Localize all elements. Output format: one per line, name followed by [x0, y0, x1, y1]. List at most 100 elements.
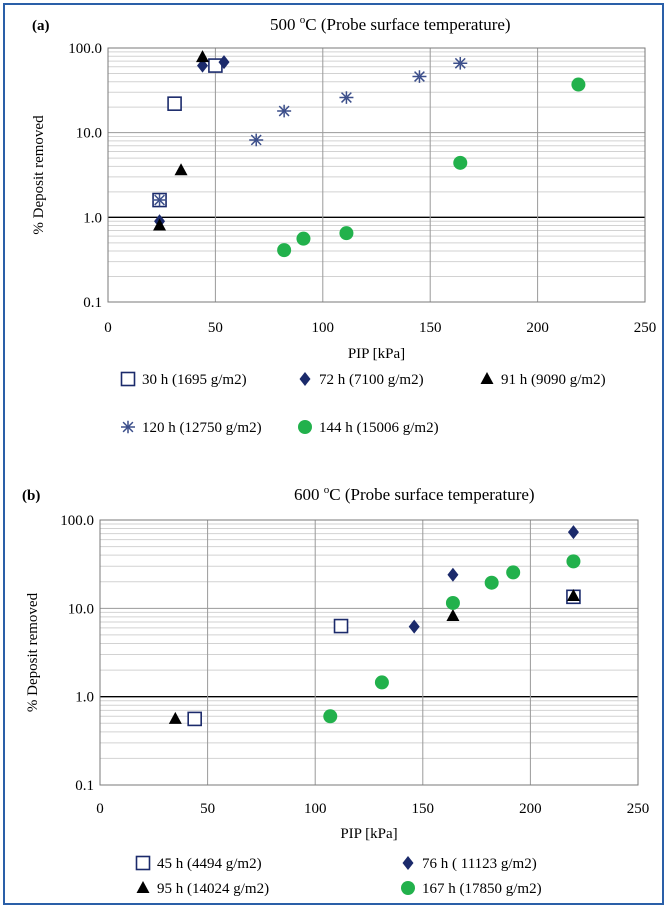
data-point: [277, 104, 292, 118]
data-point: [296, 231, 311, 246]
data-point: [506, 565, 521, 580]
chart-title: 500 oC (Probe surface temperature): [270, 14, 511, 34]
legend-item: 167 h (17850 g/m2): [401, 881, 542, 897]
legend-marker: [402, 856, 414, 870]
series-3: [168, 588, 580, 724]
data-point: [168, 711, 182, 724]
legend-item: 45 h (4494 g/m2): [135, 855, 262, 872]
legend-marker: [299, 372, 311, 386]
legend-marker: [135, 855, 151, 871]
legend-item: 120 h (12750 g/m2): [121, 420, 262, 436]
x-tick-label: 100: [304, 801, 327, 817]
legend-label: 45 h (4494 g/m2): [157, 856, 262, 872]
series-4: [152, 56, 468, 207]
data-point: [566, 554, 581, 569]
legend-label: 76 h ( 11123 g/m2): [422, 856, 537, 872]
legend-marker: [136, 881, 150, 893]
x-axis-label: PIP [kPa]: [340, 826, 397, 842]
data-point: [446, 608, 460, 621]
x-tick-label: 0: [104, 320, 112, 336]
plot-area: [107, 47, 646, 303]
data-point: [453, 56, 468, 70]
legend-marker: [480, 372, 494, 384]
x-tick-label: 50: [208, 320, 223, 336]
y-tick-label: 0.1: [83, 295, 102, 311]
y-tick-label: 100.0: [60, 513, 94, 529]
series-4: [323, 554, 581, 724]
x-tick-label: 150: [412, 801, 435, 817]
data-point: [277, 243, 292, 258]
data-point: [249, 133, 264, 147]
y-axis-label: % Deposit removed: [31, 115, 47, 235]
x-axis-label: PIP [kPa]: [348, 346, 405, 362]
x-tick-label: 200: [519, 801, 542, 817]
legend-label: 91 h (9090 g/m2): [501, 372, 606, 388]
data-point: [408, 619, 420, 634]
data-point: [566, 588, 580, 601]
y-tick-label: 1.0: [75, 690, 94, 706]
title-temperature: 500: [270, 15, 300, 34]
legend-marker: [298, 420, 312, 434]
title-degree-sup: o: [300, 14, 306, 26]
y-tick-label: 100.0: [68, 41, 102, 57]
data-point: [333, 618, 349, 634]
data-point: [339, 91, 354, 104]
legend-marker: [401, 881, 415, 895]
data-point: [323, 709, 338, 724]
legend-label: 120 h (12750 g/m2): [142, 420, 262, 436]
legend-marker: [120, 371, 136, 387]
chart-title: 600 oC (Probe surface temperature): [294, 484, 535, 504]
y-tick-label: 10.0: [68, 601, 94, 617]
data-point: [374, 675, 389, 690]
y-axis-label: % Deposit removed: [25, 592, 41, 712]
data-point: [153, 218, 167, 231]
y-tick-label: 10.0: [76, 126, 102, 142]
data-point: [152, 193, 167, 207]
data-point: [453, 155, 468, 170]
legend-label: 30 h (1695 g/m2): [142, 372, 247, 388]
data-point: [484, 575, 499, 590]
title-rest: C (Probe surface temperature): [329, 485, 534, 504]
legend-marker: [121, 420, 135, 434]
panel-label: (a): [32, 18, 50, 34]
x-tick-label: 0: [96, 801, 104, 817]
data-point: [197, 58, 209, 73]
chart-panel-b: 0.1 1.0 10.0 100.0 0 50 100 150 200 250 PIP [kPa]%…: [22, 484, 649, 897]
legend-item: 95 h (14024 g/m2): [136, 881, 269, 897]
legend-label: 144 h (15006 g/m2): [319, 420, 439, 436]
data-point: [571, 77, 586, 92]
legend-item: 144 h (15006 g/m2): [298, 420, 439, 436]
y-tick-label: 1.0: [83, 210, 102, 226]
data-point: [567, 525, 579, 540]
legend-item: 72 h (7100 g/m2): [299, 372, 424, 388]
data-point: [339, 226, 354, 241]
chart-panel-a: 0.1 1.0 10.0 100.0 0 50 100 150 200 250 PIP [kPa]%…: [31, 14, 656, 436]
x-tick-label: 200: [526, 320, 549, 336]
data-point: [167, 96, 182, 111]
series-2: [408, 525, 579, 634]
title-rest: C (Probe surface temperature): [305, 15, 510, 34]
data-point: [218, 55, 230, 70]
x-tick-label: 100: [312, 320, 335, 336]
x-tick-label: 250: [627, 801, 650, 817]
legend-item: 91 h (9090 g/m2): [480, 372, 606, 388]
data-point: [445, 595, 460, 610]
figure-frame: [3, 3, 664, 905]
title-degree-sup: o: [324, 484, 330, 496]
legend-item: 30 h (1695 g/m2): [120, 371, 247, 388]
data-point: [447, 567, 459, 582]
x-tick-label: 150: [419, 320, 442, 336]
legend-item: 76 h ( 11123 g/m2): [402, 856, 537, 872]
x-tick-label: 50: [200, 801, 215, 817]
data-point: [196, 50, 210, 63]
data-point: [412, 70, 427, 83]
legend-label: 95 h (14024 g/m2): [157, 881, 269, 897]
panel-label: (b): [22, 488, 40, 504]
legend-label: 72 h (7100 g/m2): [319, 372, 424, 388]
series-3: [153, 50, 210, 231]
title-temperature: 600: [294, 485, 324, 504]
y-tick-label: 0.1: [75, 778, 94, 794]
series-5: [277, 77, 586, 258]
legend-label: 167 h (17850 g/m2): [422, 881, 542, 897]
